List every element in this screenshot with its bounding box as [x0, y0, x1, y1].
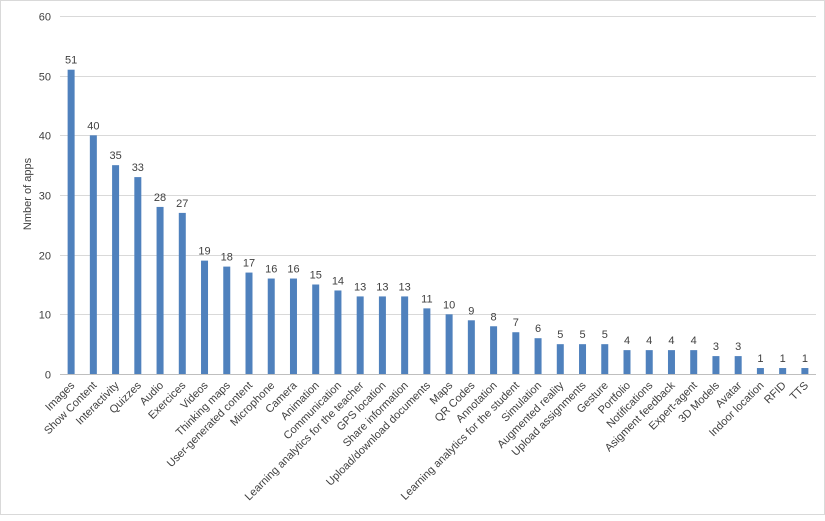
- bars: [67, 69, 809, 374]
- bar: [245, 272, 253, 374]
- bar: [756, 368, 764, 374]
- data-label: 28: [154, 192, 166, 204]
- bar: [645, 350, 653, 374]
- bar: [289, 278, 297, 374]
- data-label: 4: [668, 335, 674, 347]
- data-label: 13: [354, 281, 366, 293]
- data-label: 3: [735, 341, 741, 353]
- data-label: 9: [468, 305, 474, 317]
- data-label: 40: [87, 120, 99, 132]
- bar: [623, 350, 631, 374]
- bar: [712, 356, 720, 374]
- bar: [467, 320, 475, 374]
- data-label: 1: [802, 353, 808, 365]
- bar: [556, 344, 564, 374]
- bar: [779, 368, 787, 374]
- y-tick-label: 30: [39, 191, 51, 203]
- bar: [378, 296, 386, 374]
- y-tick-label: 40: [39, 131, 51, 143]
- data-label: 7: [513, 317, 519, 329]
- data-label: 1: [780, 353, 786, 365]
- data-label: 16: [265, 264, 277, 276]
- bar: [134, 177, 142, 374]
- data-label: 6: [535, 323, 541, 335]
- bar: [534, 338, 542, 374]
- data-label: 51: [65, 55, 77, 67]
- data-label: 5: [602, 329, 608, 341]
- bar: [356, 296, 364, 374]
- y-axis-title: Nmber of apps: [22, 157, 34, 230]
- bar: [401, 296, 409, 374]
- bar: [156, 206, 164, 374]
- data-label: 8: [491, 311, 497, 323]
- y-tick-label: 50: [39, 72, 51, 84]
- data-label: 19: [198, 246, 210, 258]
- bar: [334, 290, 342, 374]
- bar: [67, 69, 75, 374]
- y-tick-label: 20: [39, 251, 51, 263]
- bar: [801, 368, 809, 374]
- data-label: 18: [221, 252, 233, 264]
- x-tick-label: RFID: [762, 380, 789, 407]
- y-axis-ticks: 0 10 20 30 40 50 60: [39, 12, 51, 382]
- data-label: 4: [646, 335, 652, 347]
- data-label: 5: [579, 329, 585, 341]
- data-label: 33: [132, 162, 144, 174]
- bar: [601, 344, 609, 374]
- bar: [512, 332, 520, 374]
- data-label: 3: [713, 341, 719, 353]
- x-tick-label: TTS: [788, 380, 811, 403]
- data-label: 17: [243, 258, 255, 270]
- y-tick-label: 60: [39, 12, 51, 24]
- bar: [178, 212, 186, 374]
- data-label: 13: [376, 281, 388, 293]
- bar: [667, 350, 675, 374]
- data-label: 1: [757, 353, 763, 365]
- data-label: 10: [443, 299, 455, 311]
- data-label: 11: [421, 293, 432, 305]
- data-label: 35: [109, 150, 121, 162]
- bar: [690, 350, 698, 374]
- data-label: 4: [624, 335, 630, 347]
- data-label: 13: [399, 281, 411, 293]
- y-tick-label: 10: [39, 310, 51, 322]
- data-label: 16: [287, 264, 299, 276]
- bar: [579, 344, 587, 374]
- bar: [267, 278, 275, 374]
- bar: [445, 314, 453, 374]
- data-label: 27: [176, 198, 188, 210]
- data-label: 15: [310, 270, 322, 282]
- bar: [734, 356, 742, 374]
- bar: [490, 326, 498, 374]
- bar: [89, 135, 97, 374]
- bar: [112, 165, 120, 374]
- data-label: 14: [332, 275, 344, 287]
- bar: [423, 308, 431, 374]
- data-label: 5: [557, 329, 563, 341]
- grid-lines: [60, 16, 816, 375]
- y-tick-label: 0: [45, 370, 51, 382]
- bar: [312, 284, 320, 374]
- data-label: 4: [691, 335, 697, 347]
- bar: [223, 266, 231, 374]
- bar: [201, 260, 209, 374]
